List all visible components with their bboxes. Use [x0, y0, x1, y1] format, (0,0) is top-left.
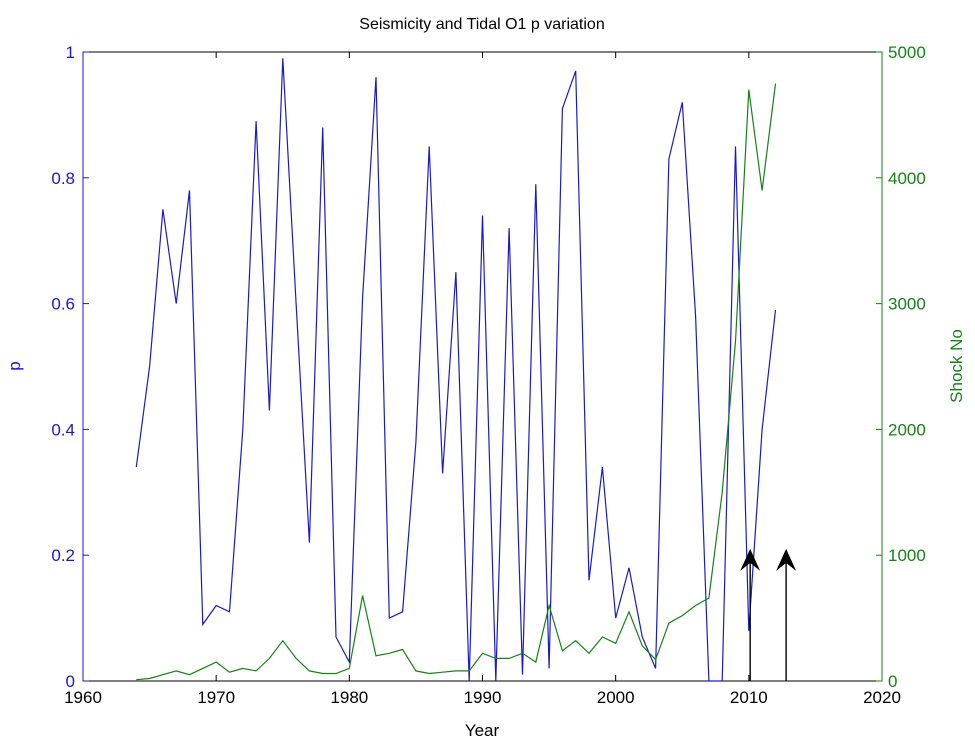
y-right-tick-label: 2000 — [888, 420, 926, 439]
y-right-tick-label: 4000 — [888, 169, 926, 188]
x-tick-label: 1960 — [64, 688, 102, 707]
y-axis-left: 0 0.2 0.4 0.6 0.8 1 — [51, 43, 89, 691]
y-left-tick-label: 0.4 — [51, 420, 75, 439]
y-left-tick-label: 0.6 — [51, 295, 75, 314]
chart-title: Seismicity and Tidal O1 p variation — [359, 16, 604, 33]
y-axis-left-title: p — [5, 361, 24, 370]
x-tick-label: 2020 — [863, 688, 901, 707]
x-tick-label: 2010 — [730, 688, 768, 707]
y-left-tick-label: 0.2 — [51, 546, 75, 565]
shock-series-line — [136, 83, 777, 681]
annotation-layer — [740, 548, 797, 681]
y-right-tick-label: 5000 — [888, 43, 926, 62]
y-left-tick-label: 1 — [66, 43, 75, 62]
plot-frame — [82, 51, 883, 682]
y-axis-right: 0 1000 2000 3000 4000 5000 — [876, 43, 926, 691]
x-tick-label: 1990 — [464, 688, 502, 707]
arrow-annotation — [776, 548, 797, 681]
y-right-tick-label: 3000 — [888, 295, 926, 314]
arrow-head — [776, 548, 797, 571]
series-layer — [135, 58, 777, 682]
y-left-tick-label: 0.8 — [51, 169, 75, 188]
arrow-annotation — [740, 548, 761, 681]
x-axis-title: Year — [465, 721, 500, 740]
p-series-line — [135, 58, 777, 682]
y-right-tick-label: 1000 — [888, 546, 926, 565]
y-left-tick-label: 0 — [66, 672, 75, 691]
y-axis-right-title: Shock No — [947, 329, 966, 403]
y-right-tick-label: 0 — [888, 672, 897, 691]
x-tick-label: 1970 — [197, 688, 235, 707]
arrow-head — [740, 548, 761, 571]
x-tick-label: 2000 — [597, 688, 635, 707]
x-tick-label: 1980 — [330, 688, 368, 707]
